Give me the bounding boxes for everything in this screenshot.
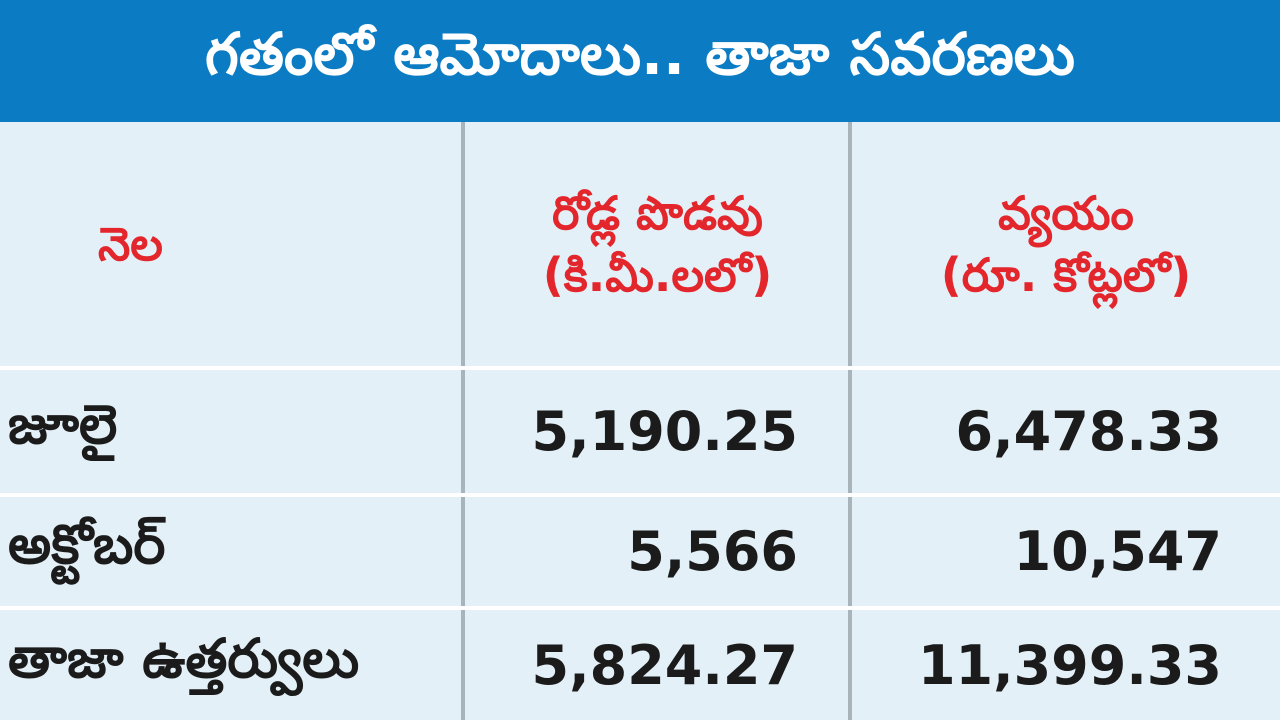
row-divider (0, 366, 1280, 370)
header-text: రోడ్ల పొడవు (552, 185, 763, 240)
row-label: తాజా ఉత్తర్వులు (8, 626, 360, 690)
row-label: జూలై (8, 393, 118, 456)
cell-value: 5,190.25 (531, 400, 798, 463)
header-text: నెల (98, 216, 163, 271)
header-text: (రూ. కోట్లలో) (940, 248, 1192, 302)
cell-value: 10,547 (1013, 520, 1222, 583)
row-divider (0, 493, 1280, 497)
cell-value: 11,399.33 (917, 633, 1222, 697)
row-label: అక్టోబర్ (8, 513, 166, 576)
title: గతంలో ఆమోదాలు.. తాజా సవరణలు (0, 0, 1280, 122)
header-text: వ్యయం (998, 185, 1134, 240)
cell-value: 5,824.27 (531, 633, 798, 697)
cell-value: 5,566 (627, 520, 798, 583)
header-cell: నెల (0, 122, 463, 366)
header-text: (కి.మీ.లలో) (542, 248, 773, 302)
header-cell: వ్యయం (రూ. కోట్లలో) (852, 122, 1280, 366)
cell-value: 6,478.33 (955, 400, 1222, 463)
column-divider (461, 122, 465, 720)
column-divider (848, 122, 852, 720)
row-divider (0, 606, 1280, 610)
header-cell: రోడ్ల పొడవు (కి.మీ.లలో) (465, 122, 850, 366)
